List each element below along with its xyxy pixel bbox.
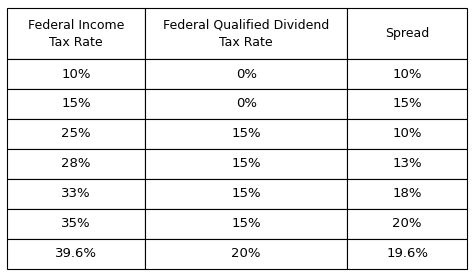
Bar — [7, 179, 145, 209]
Bar — [347, 119, 467, 149]
Text: 25%: 25% — [61, 127, 91, 140]
Text: 15%: 15% — [231, 187, 261, 200]
Text: 20%: 20% — [231, 247, 261, 260]
Text: 10%: 10% — [392, 68, 422, 81]
Bar — [145, 209, 347, 239]
Text: 39.6%: 39.6% — [55, 247, 97, 260]
Bar — [7, 8, 145, 59]
Bar — [7, 119, 145, 149]
Bar — [7, 149, 145, 179]
Text: 0%: 0% — [236, 68, 257, 81]
Bar — [347, 239, 467, 269]
Bar — [145, 119, 347, 149]
Text: 15%: 15% — [392, 98, 422, 111]
Bar — [145, 239, 347, 269]
Text: 15%: 15% — [231, 217, 261, 230]
Bar — [145, 89, 347, 119]
Text: 10%: 10% — [61, 68, 91, 81]
Text: 35%: 35% — [61, 217, 91, 230]
Bar — [7, 59, 145, 89]
Text: Spread: Spread — [385, 27, 429, 40]
Bar — [145, 179, 347, 209]
Bar — [347, 179, 467, 209]
Bar — [145, 149, 347, 179]
Bar — [7, 209, 145, 239]
Text: 28%: 28% — [61, 157, 91, 170]
Text: Federal Qualified Dividend
Tax Rate: Federal Qualified Dividend Tax Rate — [163, 19, 329, 49]
Bar — [347, 149, 467, 179]
Bar — [347, 8, 467, 59]
Text: 33%: 33% — [61, 187, 91, 200]
Text: 19.6%: 19.6% — [386, 247, 428, 260]
Bar — [347, 89, 467, 119]
Bar — [145, 8, 347, 59]
Text: Federal Income
Tax Rate: Federal Income Tax Rate — [28, 19, 124, 49]
Text: 13%: 13% — [392, 157, 422, 170]
Text: 15%: 15% — [231, 127, 261, 140]
Text: 15%: 15% — [61, 98, 91, 111]
Bar — [145, 59, 347, 89]
Text: 10%: 10% — [392, 127, 422, 140]
Bar — [347, 209, 467, 239]
Bar — [347, 59, 467, 89]
Text: 0%: 0% — [236, 98, 257, 111]
Bar — [7, 89, 145, 119]
Text: 18%: 18% — [392, 187, 422, 200]
Bar — [7, 239, 145, 269]
Text: 15%: 15% — [231, 157, 261, 170]
Text: 20%: 20% — [392, 217, 422, 230]
